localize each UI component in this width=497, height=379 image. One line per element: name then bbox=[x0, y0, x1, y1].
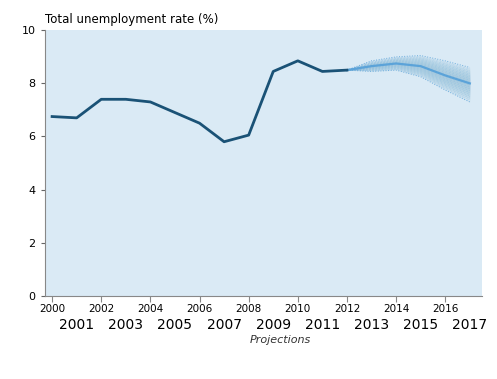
Text: Total unemployment rate (%): Total unemployment rate (%) bbox=[45, 13, 218, 27]
Text: Projections: Projections bbox=[250, 335, 312, 345]
